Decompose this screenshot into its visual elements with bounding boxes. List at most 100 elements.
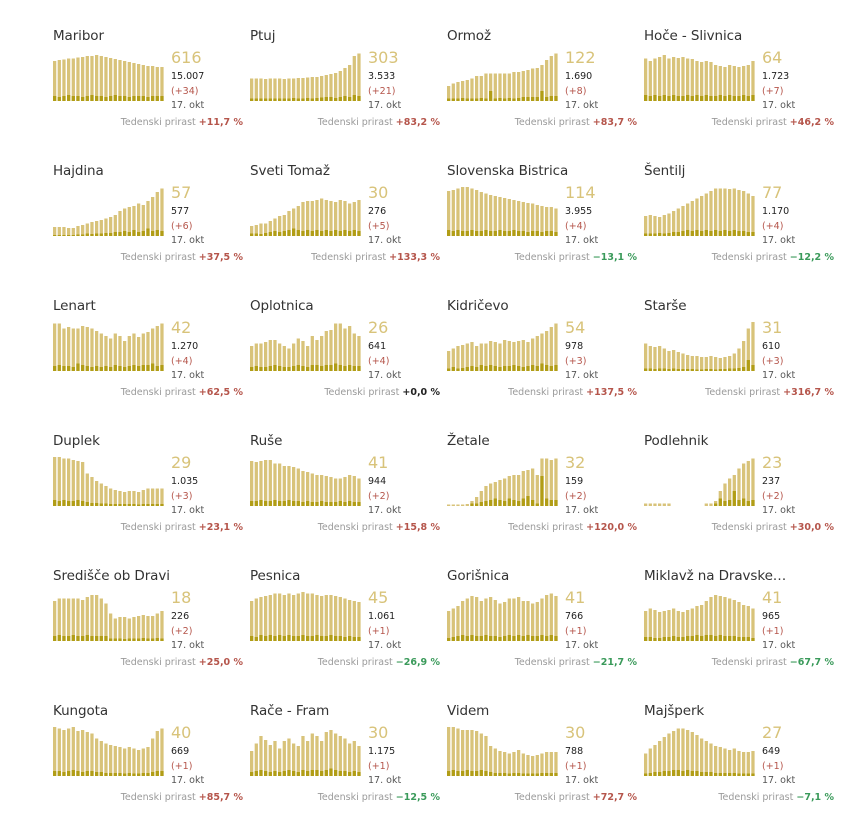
active-bar — [123, 341, 127, 371]
sparkline-chart — [447, 53, 558, 101]
active-bar — [644, 58, 648, 101]
municipality-card[interactable]: Maribor 616 15.007 (+34) 17. okt Tedenski pri… — [53, 28, 243, 158]
new-case-bar — [306, 367, 310, 371]
municipality-card[interactable]: Miklavž na Dravske… 41 965 (+1) 17. okt Teden… — [644, 568, 834, 698]
municipality-card[interactable]: Pesnica 45 1.061 (+1) 17. okt Tedenski priras… — [250, 568, 440, 698]
new-case-bar — [123, 96, 127, 101]
municipality-card[interactable]: Slovenska Bistrica 114 3.955 (+4) 17. okt Ted… — [447, 163, 637, 293]
municipality-name: Ptuj — [250, 28, 276, 44]
new-case-bar — [475, 771, 479, 776]
new-case-bar — [132, 365, 136, 371]
new-case-bar — [521, 367, 525, 371]
municipality-card[interactable]: Šentilj 77 1.170 (+4) 17. okt Tedenski priras… — [644, 163, 834, 293]
active-bar — [127, 491, 131, 506]
total-cases-value: 978 — [565, 341, 584, 352]
active-bar — [324, 331, 328, 371]
weekly-growth-label: Tedenski prirast — [120, 657, 196, 668]
active-bar — [53, 457, 57, 506]
municipality-card[interactable]: Ormož 122 1.690 (+8) 17. okt Tedenski prirast… — [447, 28, 637, 158]
weekly-growth-label: Tedenski prirast — [120, 387, 196, 398]
active-bar — [273, 593, 277, 641]
new-case-bar — [714, 636, 718, 641]
active-cases-value: 30 — [368, 183, 389, 202]
weekly-growth: Tedenski prirast −67,7 % — [712, 657, 834, 669]
active-bar — [648, 608, 652, 641]
new-case-bar — [292, 636, 296, 641]
active-bar — [348, 600, 352, 641]
new-case-bar — [709, 96, 713, 101]
municipality-card[interactable]: Majšperk 27 649 (+1) 17. okt Tedenski prirast… — [644, 703, 834, 833]
municipality-card[interactable]: Sveti Tomaž 30 276 (+5) 17. okt Tedenski prir… — [250, 163, 440, 293]
active-bar — [653, 745, 657, 776]
new-case-bar — [329, 231, 333, 236]
active-bar — [301, 736, 305, 776]
new-case-bar — [521, 773, 525, 776]
new-case-bar — [109, 773, 113, 776]
active-cases-value: 32 — [565, 453, 586, 472]
new-case-bar — [324, 230, 328, 236]
municipality-card[interactable]: Ruše 41 944 (+2) 17. okt Tedenski prirast +15,… — [250, 433, 440, 563]
municipality-card[interactable]: Hajdina 57 577 (+6) 17. okt Tedenski prirast +… — [53, 163, 243, 293]
municipality-card[interactable]: Videm 30 788 (+1) 17. okt Tedenski prirast +72… — [447, 703, 637, 833]
new-case-bar — [451, 637, 455, 641]
active-bar — [737, 348, 741, 371]
active-bar — [146, 201, 150, 236]
active-bar — [137, 203, 141, 236]
active-bar — [507, 753, 511, 776]
active-bar — [132, 63, 136, 101]
municipality-name: Podlehnik — [644, 433, 709, 449]
active-bar — [357, 746, 361, 776]
new-case-bar — [451, 98, 455, 101]
municipality-card[interactable]: Žetale 32 159 (+2) 17. okt Tedenski prirast +1… — [447, 433, 637, 563]
new-case-bar — [282, 231, 286, 236]
active-bar — [512, 342, 516, 371]
active-bar — [714, 357, 718, 371]
new-case-bar — [254, 233, 258, 236]
new-case-bar — [662, 771, 666, 776]
municipality-card[interactable]: Duplek 29 1.035 (+3) 17. okt Tedenski prirast… — [53, 433, 243, 563]
sparkline-chart — [447, 187, 558, 236]
active-bar — [447, 611, 451, 641]
active-bar — [686, 58, 690, 101]
municipality-card[interactable]: Ptuj 303 3.533 (+21) 17. okt Tedenski prirast… — [250, 28, 440, 158]
municipality-card[interactable]: Središče ob Dravi 18 226 (+2) 17. okt Tedensk… — [53, 568, 243, 698]
active-bar — [714, 595, 718, 641]
new-case-bar — [746, 232, 750, 236]
municipality-card[interactable]: Podlehnik 23 237 (+2) 17. okt Tedenski priras… — [644, 433, 834, 563]
active-bar — [531, 338, 535, 371]
date-label: 17. okt — [762, 775, 796, 786]
active-bar — [549, 593, 553, 641]
municipality-card[interactable]: Kidričevo 54 978 (+3) 17. okt Tedenski priras… — [447, 298, 637, 428]
active-bar — [151, 197, 155, 236]
weekly-growth-label: Tedenski prirast — [120, 792, 196, 803]
municipality-card[interactable]: Oplotnica 26 641 (+4) 17. okt Tedenski priras… — [250, 298, 440, 428]
active-bar — [357, 602, 361, 641]
municipality-card[interactable]: Hoče - Slivnica 64 1.723 (+7) 17. okt Tedensk… — [644, 28, 834, 158]
active-bar — [264, 79, 268, 101]
new-case-bar — [489, 91, 493, 101]
weekly-growth-value: +72,7 % — [592, 792, 637, 803]
municipality-card[interactable]: Lenart 42 1.270 (+4) 17. okt Tedenski prirast… — [53, 298, 243, 428]
new-case-bar — [512, 773, 516, 776]
municipality-card[interactable]: Rače - Fram 30 1.175 (+1) 17. okt Tedenski pr… — [250, 703, 440, 833]
active-bar — [329, 201, 333, 236]
municipality-card[interactable]: Starše 31 610 (+3) 17. okt Tedenski prirast +3… — [644, 298, 834, 428]
sparkline-chart — [447, 593, 558, 641]
new-case-bar — [315, 770, 319, 776]
active-bar — [95, 738, 99, 776]
new-case-bar — [644, 637, 648, 641]
active-bar — [324, 75, 328, 101]
new-case-bar — [667, 369, 671, 371]
weekly-growth-label: Tedenski prirast — [508, 522, 584, 533]
active-bar — [155, 326, 159, 371]
active-bar — [456, 82, 460, 101]
new-case-bar — [357, 637, 361, 641]
municipality-card[interactable]: Gorišnica 41 766 (+1) 17. okt Tedenski priras… — [447, 568, 637, 698]
active-bar — [104, 486, 108, 506]
new-case-bar — [320, 366, 324, 371]
municipality-card[interactable]: Kungota 40 669 (+1) 17. okt Tedenski prirast +… — [53, 703, 243, 833]
new-case-bar — [484, 771, 488, 776]
active-bar — [503, 602, 507, 641]
new-case-bar — [324, 770, 328, 776]
